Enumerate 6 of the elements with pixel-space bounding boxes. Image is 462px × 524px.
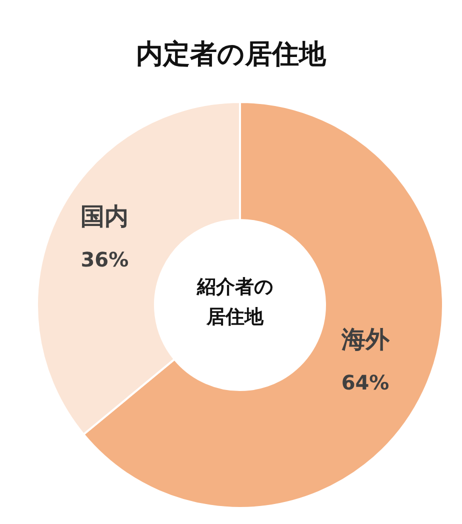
slice-label: 国内 — [80, 202, 129, 231]
data-label: 64% — [341, 370, 390, 394]
chart-title: 内定者の居住地 — [135, 38, 328, 72]
slice-label: 海外 — [340, 325, 390, 354]
data-label: 36% — [80, 248, 129, 272]
text: 紹介者の居住地 — [196, 275, 274, 330]
